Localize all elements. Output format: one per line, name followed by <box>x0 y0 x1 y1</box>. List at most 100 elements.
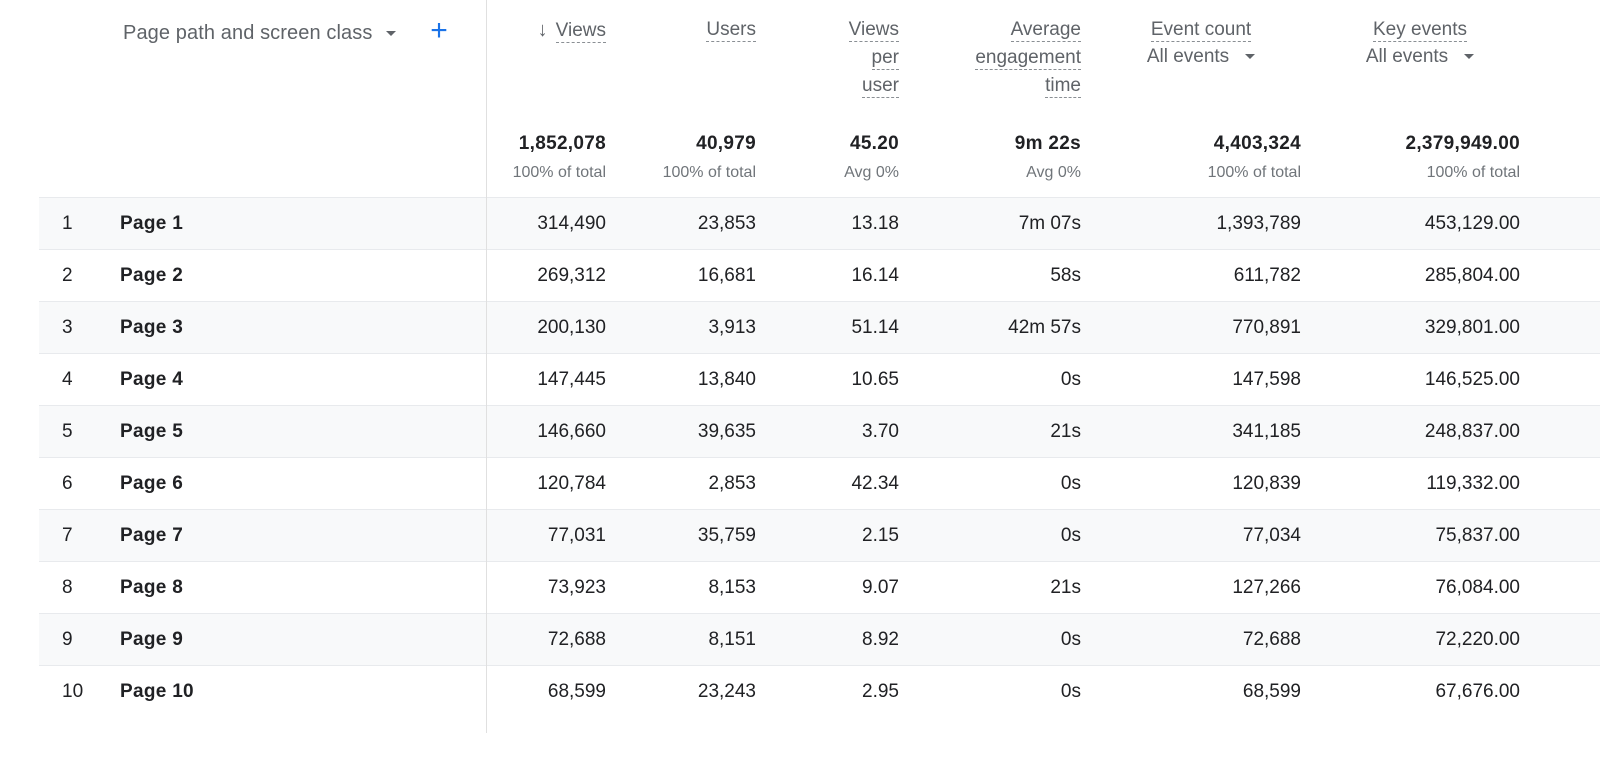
cell-views_per_user: 3.70 <box>862 421 899 442</box>
total-avg_engagement: 9m 22s Avg 0% <box>911 132 1081 184</box>
cell-users: 8,151 <box>708 629 756 650</box>
cell-users: 3,913 <box>708 317 756 338</box>
cell-event_count: 127,266 <box>1232 577 1301 598</box>
cell-key_events: 285,804.00 <box>1424 265 1520 286</box>
cell-views: 120,784 <box>537 473 606 494</box>
table-row[interactable]: 8 Page 8 73,923 8,153 9.07 21s 127,266 76,084.0… <box>39 561 1600 614</box>
cell-avg_engagement: 0s <box>1060 681 1081 702</box>
total-users: 40,979 100% of total <box>616 132 756 184</box>
cell-views_per_user: 10.65 <box>851 369 899 390</box>
column-title: Event count <box>1150 19 1252 42</box>
column-header-views[interactable]: ↓ Views <box>456 16 606 45</box>
column-header-key_events[interactable]: Key events All events <box>1320 16 1520 68</box>
cell-views: 72,688 <box>547 629 606 650</box>
dimension-selector[interactable]: Page path and screen class <box>123 19 397 47</box>
cell-views: 77,031 <box>547 525 606 546</box>
chevron-down-icon <box>1245 54 1256 60</box>
cell-key_events: 146,525.00 <box>1424 369 1520 390</box>
table-row[interactable]: 6 Page 6 120,784 2,853 42.34 0s 120,839 119,332… <box>39 457 1600 510</box>
column-title: Views <box>848 19 899 42</box>
cell-views_per_user: 13.18 <box>851 213 899 234</box>
total-value: 45.20 <box>849 133 899 154</box>
column-title: user <box>862 75 899 98</box>
cell-users: 23,853 <box>697 213 756 234</box>
table-row[interactable]: 9 Page 9 72,688 8,151 8.92 0s 72,688 72,220.00 <box>39 613 1600 666</box>
cell-avg_engagement: 7m 07s <box>1018 213 1081 234</box>
total-value: 9m 22s <box>1014 133 1081 154</box>
row-index: 8 <box>62 577 73 598</box>
cell-views: 200,130 <box>537 317 606 338</box>
page-name[interactable]: Page 4 <box>120 369 184 390</box>
add-dimension-button[interactable]: + <box>430 14 448 47</box>
row-index: 1 <box>62 213 73 234</box>
cell-views_per_user: 16.14 <box>851 265 899 286</box>
page-name[interactable]: Page 3 <box>120 317 184 338</box>
cell-key_events: 453,129.00 <box>1424 213 1520 234</box>
total-value: 2,379,949.00 <box>1405 133 1520 154</box>
cell-key_events: 75,837.00 <box>1435 525 1520 546</box>
column-header-event_count[interactable]: Event count All events <box>1101 16 1301 68</box>
cell-avg_engagement: 0s <box>1060 525 1081 546</box>
cell-avg_engagement: 0s <box>1060 473 1081 494</box>
page-name[interactable]: Page 6 <box>120 473 184 494</box>
page-name[interactable]: Page 9 <box>120 629 184 650</box>
cell-avg_engagement: 21s <box>1050 577 1081 598</box>
total-percent: 100% of total <box>1426 164 1520 181</box>
table-row[interactable]: 2 Page 2 269,312 16,681 16.14 58s 611,782 285,8… <box>39 249 1600 302</box>
sort-descending-icon[interactable]: ↓ <box>537 19 548 41</box>
cell-views: 147,445 <box>537 369 606 390</box>
row-index: 4 <box>62 369 73 390</box>
column-title: Average <box>1010 19 1081 42</box>
cell-avg_engagement: 58s <box>1050 265 1081 286</box>
event-filter-select[interactable]: All events <box>1101 46 1301 68</box>
total-percent: Avg 0% <box>844 164 899 181</box>
page-name[interactable]: Page 10 <box>120 681 194 702</box>
row-index: 2 <box>62 265 73 286</box>
cell-key_events: 248,837.00 <box>1424 421 1520 442</box>
table-row[interactable]: 4 Page 4 147,445 13,840 10.65 0s 147,598 146,52… <box>39 353 1600 406</box>
cell-key_events: 76,084.00 <box>1435 577 1520 598</box>
table-row[interactable]: 10 Page 10 68,599 23,243 2.95 0s 68,599 67,676.… <box>39 665 1600 718</box>
cell-users: 2,853 <box>708 473 756 494</box>
page-name[interactable]: Page 2 <box>120 265 184 286</box>
event-filter-select[interactable]: All events <box>1320 46 1520 68</box>
cell-users: 8,153 <box>708 577 756 598</box>
cell-avg_engagement: 0s <box>1060 629 1081 650</box>
cell-views_per_user: 2.95 <box>862 681 899 702</box>
table-row[interactable]: 3 Page 3 200,130 3,913 51.14 42m 57s 770,891 32… <box>39 301 1600 354</box>
table-row[interactable]: 1 Page 1 314,490 23,853 13.18 7m 07s 1,393,789… <box>39 197 1600 250</box>
cell-event_count: 77,034 <box>1242 525 1301 546</box>
column-header-users[interactable]: Users <box>616 16 756 44</box>
total-event_count: 4,403,324 100% of total <box>1101 132 1301 184</box>
page-name[interactable]: Page 1 <box>120 213 184 234</box>
cell-users: 39,635 <box>697 421 756 442</box>
dimension-label: Page path and screen class <box>123 21 373 44</box>
cell-users: 23,243 <box>697 681 756 702</box>
page-name[interactable]: Page 8 <box>120 577 184 598</box>
total-percent: 100% of total <box>662 164 756 181</box>
cell-avg_engagement: 0s <box>1060 369 1081 390</box>
cell-users: 16,681 <box>697 265 756 286</box>
total-percent: 100% of total <box>512 164 606 181</box>
table-row[interactable]: 7 Page 7 77,031 35,759 2.15 0s 77,034 75,837.00 <box>39 509 1600 562</box>
total-views: 1,852,078 100% of total <box>456 132 606 184</box>
cell-key_events: 67,676.00 <box>1435 681 1520 702</box>
total-percent: Avg 0% <box>1026 164 1081 181</box>
column-header-avg_engagement[interactable]: Average engagement time <box>911 16 1081 100</box>
row-index: 9 <box>62 629 73 650</box>
column-divider <box>486 0 487 733</box>
chevron-down-icon <box>386 30 397 36</box>
table-row[interactable]: 5 Page 5 146,660 39,635 3.70 21s 341,185 248,83… <box>39 405 1600 458</box>
cell-views: 146,660 <box>537 421 606 442</box>
page-name[interactable]: Page 5 <box>120 421 184 442</box>
event-filter-value: All events <box>1146 46 1230 67</box>
column-header-views_per_user[interactable]: Views per user <box>769 16 899 100</box>
page-name[interactable]: Page 7 <box>120 525 184 546</box>
cell-views: 68,599 <box>547 681 606 702</box>
total-key_events: 2,379,949.00 100% of total <box>1320 132 1520 184</box>
cell-key_events: 72,220.00 <box>1435 629 1520 650</box>
total-value: 4,403,324 <box>1213 133 1301 154</box>
cell-event_count: 1,393,789 <box>1216 213 1301 234</box>
cell-avg_engagement: 42m 57s <box>1008 317 1081 338</box>
cell-avg_engagement: 21s <box>1050 421 1081 442</box>
